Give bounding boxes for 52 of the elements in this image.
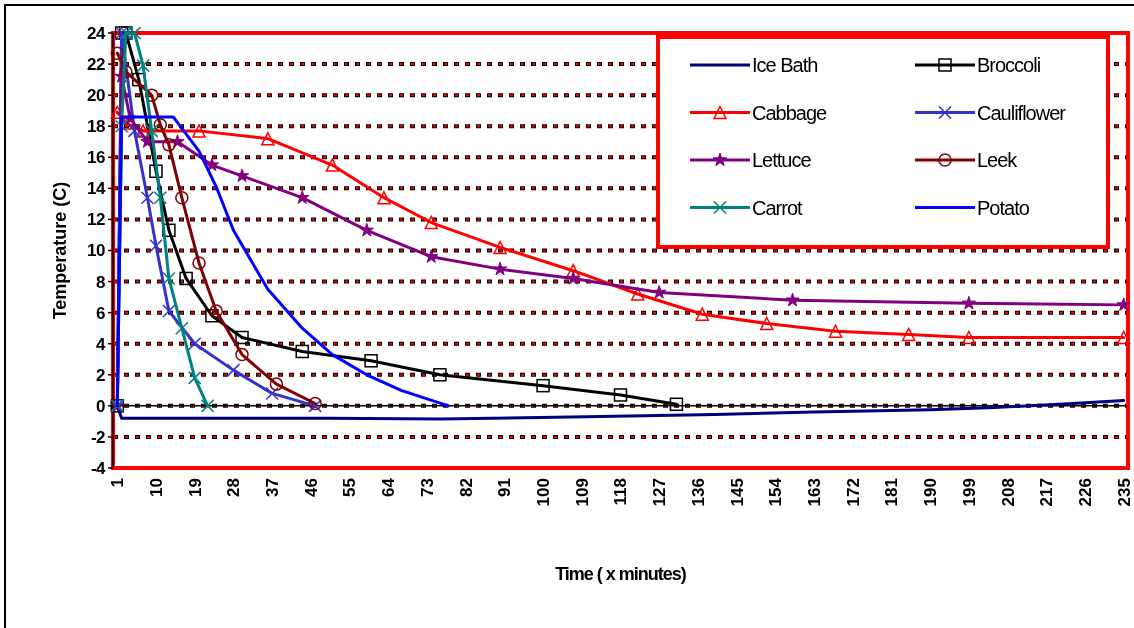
x-tick-label: 181: [882, 478, 902, 507]
x-tick-label: 217: [1037, 478, 1057, 507]
legend-label: Lettuce: [752, 149, 812, 171]
x-tick-label: 199: [959, 478, 979, 507]
x-tick-label: 10: [146, 478, 166, 497]
y-tick-label: 14: [87, 179, 107, 199]
x-tick-label: 37: [263, 478, 283, 497]
y-tick-label: 24: [87, 23, 107, 43]
x-tick-label: 64: [379, 477, 399, 497]
y-tick-label: 16: [87, 148, 106, 168]
y-tick-label: 0: [96, 396, 106, 416]
y-tick-label: 10: [87, 241, 106, 261]
x-tick-label: 172: [843, 478, 863, 507]
x-tick-label: 118: [611, 478, 631, 506]
x-tick-label: 208: [998, 478, 1018, 507]
y-tick-label: 6: [96, 303, 106, 323]
legend-label: Carrot: [752, 196, 804, 219]
x-tick-label: 154: [766, 477, 786, 507]
x-tick-label: 73: [417, 478, 437, 497]
x-tick-label: 19: [185, 478, 205, 497]
legend-label: Ice Bath: [752, 54, 818, 76]
x-tick-label: 1: [108, 478, 128, 488]
y-tick-label: 22: [87, 55, 106, 75]
y-tick-label: 20: [87, 86, 106, 106]
y-tick-label: -2: [90, 427, 106, 447]
x-tick-label: 28: [224, 478, 244, 497]
legend-label: Cauliflower: [977, 101, 1067, 124]
x-tick-label: 82: [456, 478, 476, 497]
x-tick-label: 163: [804, 478, 824, 507]
x-tick-label: 109: [572, 478, 592, 507]
x-tick-label: 127: [650, 478, 670, 507]
x-tick-label: 100: [534, 478, 554, 507]
y-tick-label: -4: [90, 458, 107, 478]
legend-label: Cabbage: [752, 101, 828, 124]
x-tick-label: 235: [1114, 478, 1134, 507]
x-axis-title: Time ( x minutes): [555, 564, 687, 584]
x-tick-label: 145: [727, 478, 747, 507]
y-tick-label: 8: [96, 272, 106, 292]
y-tick-label: 18: [87, 117, 106, 137]
legend-label: Broccoli: [977, 54, 1041, 76]
x-tick-label: 46: [301, 478, 321, 497]
legend-label: Potato: [977, 196, 1030, 219]
y-axis-title: Temperature (C): [50, 181, 70, 320]
y-tick-label: 12: [87, 210, 106, 230]
x-tick-label: 91: [495, 478, 515, 497]
x-tick-label: 136: [688, 478, 708, 507]
x-tick-label: 55: [340, 478, 360, 497]
x-tick-label: 190: [921, 478, 941, 507]
legend-label: Leek: [977, 149, 1019, 171]
y-tick-label: 2: [96, 365, 106, 385]
x-tick-label: 226: [1075, 478, 1095, 507]
y-tick-label: 4: [96, 334, 107, 354]
